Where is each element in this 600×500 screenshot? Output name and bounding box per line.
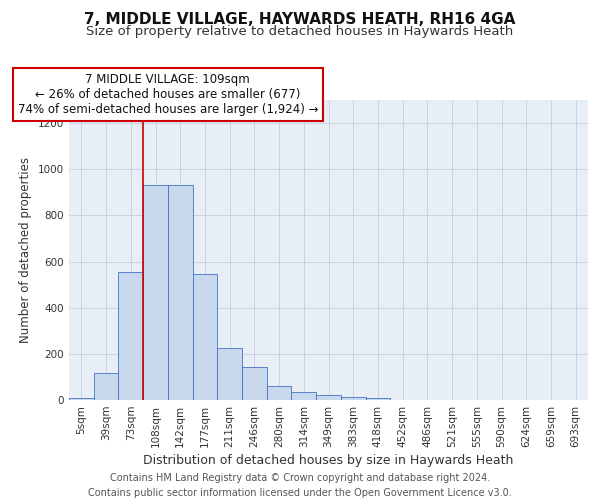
- Text: Size of property relative to detached houses in Haywards Heath: Size of property relative to detached ho…: [86, 25, 514, 38]
- Bar: [316, 396, 341, 400]
- Bar: [168, 186, 193, 400]
- Y-axis label: Number of detached properties: Number of detached properties: [19, 157, 32, 343]
- Bar: [69, 398, 94, 400]
- Bar: [292, 392, 316, 400]
- Text: 7, MIDDLE VILLAGE, HAYWARDS HEATH, RH16 4GA: 7, MIDDLE VILLAGE, HAYWARDS HEATH, RH16 …: [85, 12, 515, 28]
- Text: Contains HM Land Registry data © Crown copyright and database right 2024.
Contai: Contains HM Land Registry data © Crown c…: [88, 472, 512, 498]
- Bar: [143, 186, 168, 400]
- Bar: [242, 366, 267, 400]
- Bar: [118, 272, 143, 400]
- X-axis label: Distribution of detached houses by size in Haywards Heath: Distribution of detached houses by size …: [143, 454, 514, 467]
- Bar: [217, 348, 242, 400]
- Bar: [267, 386, 292, 400]
- Text: 7 MIDDLE VILLAGE: 109sqm
← 26% of detached houses are smaller (677)
74% of semi-: 7 MIDDLE VILLAGE: 109sqm ← 26% of detach…: [17, 73, 318, 116]
- Bar: [193, 274, 217, 400]
- Bar: [341, 397, 365, 400]
- Bar: [365, 398, 390, 400]
- Bar: [94, 374, 118, 400]
